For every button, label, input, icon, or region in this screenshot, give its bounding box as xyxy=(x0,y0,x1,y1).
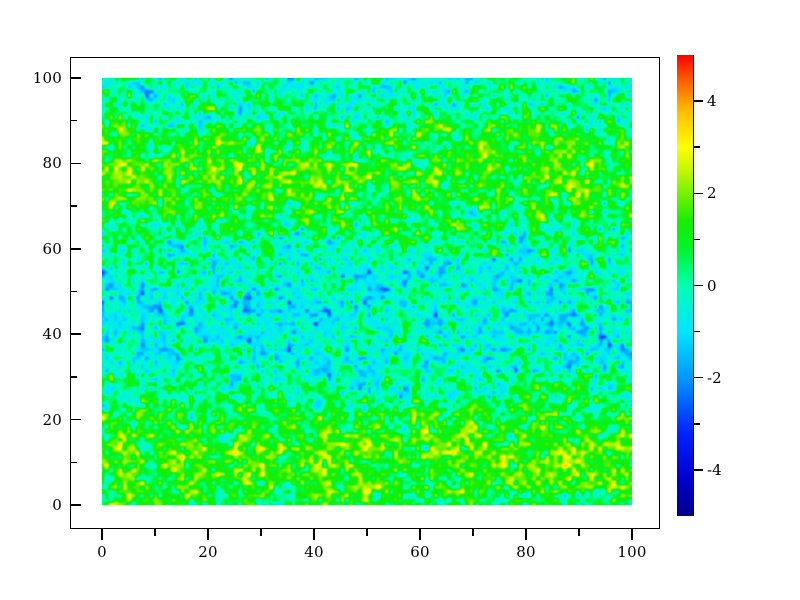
colorbar-minor-tick xyxy=(694,238,700,241)
colorbar-tick-label: 2 xyxy=(707,184,717,203)
colorbar-tick xyxy=(694,192,703,195)
colorbar-tick xyxy=(694,469,703,471)
x-axis-tick-label: 40 xyxy=(304,543,324,561)
x-axis-tick xyxy=(207,529,209,540)
x-axis-tick xyxy=(313,529,315,540)
colorbar-tick-label: 0 xyxy=(707,276,717,295)
y-axis-tick xyxy=(70,504,81,506)
colorbar-tick-label: -2 xyxy=(707,368,722,387)
y-axis-tick-label: 80 xyxy=(42,154,62,173)
colorbar-tick xyxy=(694,100,703,102)
x-axis-tick-label: 60 xyxy=(410,543,430,561)
colorbar-tick-label: -4 xyxy=(707,460,722,479)
y-axis-tick xyxy=(70,248,81,250)
x-axis-tick-label: 0 xyxy=(97,543,107,561)
x-axis-minor-tick xyxy=(366,529,368,536)
colorbar-minor-tick xyxy=(694,423,700,425)
y-axis-minor-tick xyxy=(70,290,77,293)
y-axis-minor-tick xyxy=(70,119,77,122)
x-axis-tick xyxy=(101,529,103,540)
heatmap-image xyxy=(102,78,632,505)
y-axis-tick-label: 60 xyxy=(42,239,62,258)
x-axis-minor-tick xyxy=(154,529,156,536)
y-axis-tick-label: 100 xyxy=(32,69,62,87)
y-axis-tick xyxy=(70,162,81,165)
y-axis-tick-label: 0 xyxy=(52,496,62,514)
x-axis-tick xyxy=(525,529,527,540)
y-axis-minor-tick xyxy=(70,376,77,378)
y-axis-tick-label: 40 xyxy=(42,325,62,344)
colorbar-gradient xyxy=(677,55,694,516)
x-axis-tick xyxy=(419,529,421,540)
colorbar-tick xyxy=(694,376,703,379)
x-axis-tick-label: 80 xyxy=(516,543,536,561)
y-axis-tick xyxy=(70,77,81,79)
y-axis-tick xyxy=(70,333,81,335)
x-axis-tick-label: 20 xyxy=(198,543,218,561)
colorbar-tick xyxy=(694,284,703,287)
x-axis-minor-tick xyxy=(472,529,474,536)
x-axis-tick-label: 100 xyxy=(617,543,647,561)
colorbar-minor-tick xyxy=(694,330,700,333)
y-axis-minor-tick xyxy=(70,461,77,464)
colorbar xyxy=(677,55,694,516)
x-axis-tick xyxy=(631,529,633,540)
colorbar-minor-tick xyxy=(694,146,700,148)
y-axis-tick xyxy=(70,418,81,421)
y-axis-tick-label: 20 xyxy=(42,410,62,429)
x-axis-minor-tick xyxy=(260,529,262,536)
y-axis-minor-tick xyxy=(70,205,77,207)
colorbar-tick-label: 4 xyxy=(707,92,717,111)
x-axis-minor-tick xyxy=(578,529,580,536)
